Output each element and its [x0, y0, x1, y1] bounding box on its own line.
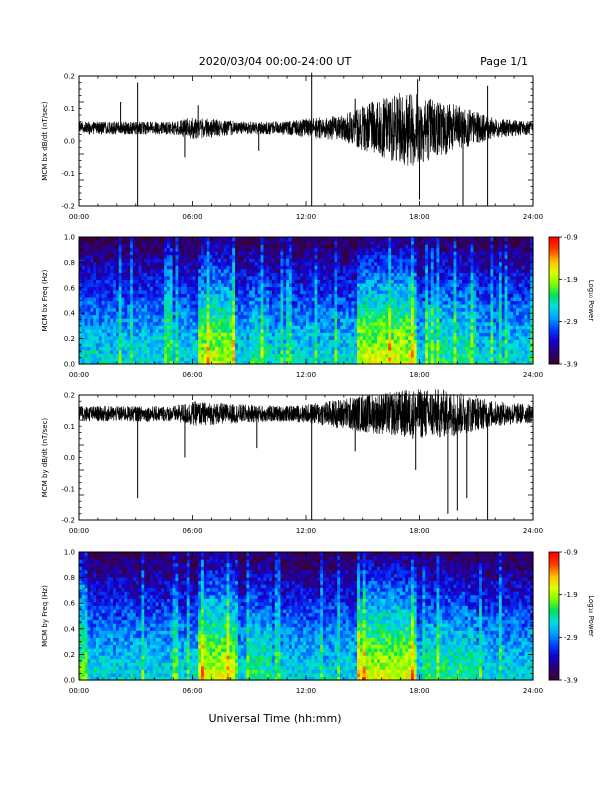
y-tick-label: 0.0 — [64, 138, 75, 146]
y-tick-label: 0.1 — [64, 105, 75, 113]
x-tick-label: 12:00 — [296, 213, 316, 221]
dbdt-trace — [79, 93, 533, 166]
spectrogram-cells — [79, 237, 534, 365]
report-title: 2020/03/04 00:00-24:00 UT — [199, 55, 352, 68]
y-tick-label: -0.2 — [61, 203, 75, 211]
y-axis-label: MCM bx dB/dt (nT/sec) — [41, 101, 49, 181]
page-number: Page 1/1 — [480, 55, 528, 68]
x-tick-label: 24:00 — [523, 213, 543, 221]
x-tick-label: 00:00 — [69, 213, 89, 221]
plot-frame — [79, 76, 533, 206]
y-tick-label: -0.1 — [61, 170, 75, 178]
panel-1: MCM bx dB/dt (nT/sec) — [41, 73, 533, 206]
x-tick-label: 06:00 — [182, 213, 202, 221]
y-tick-label: 0.2 — [64, 73, 75, 81]
x-tick-label: 18:00 — [409, 213, 429, 221]
x-axis-label: Universal Time (hh:mm) — [209, 712, 342, 725]
